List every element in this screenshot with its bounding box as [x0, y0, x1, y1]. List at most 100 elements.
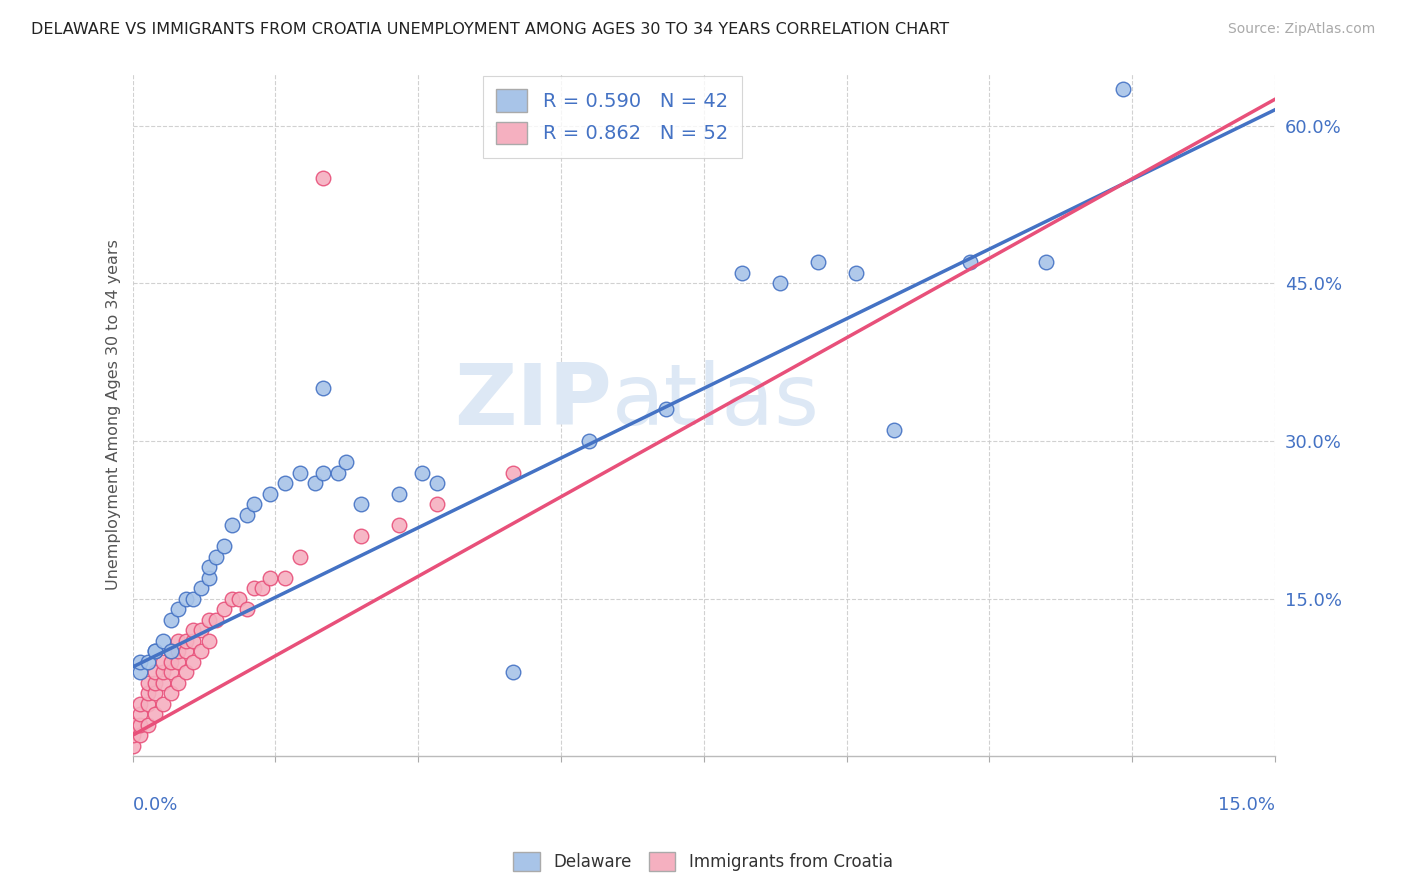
Point — [121, 728, 143, 742]
Point — [159, 686, 181, 700]
Point — [205, 613, 228, 627]
Point — [205, 549, 228, 564]
Point — [197, 613, 219, 627]
Point — [121, 739, 143, 753]
Point — [159, 613, 181, 627]
Point — [143, 665, 166, 680]
Point — [578, 434, 600, 448]
Point — [212, 539, 235, 553]
Point — [959, 255, 981, 269]
Point — [883, 424, 905, 438]
Y-axis label: Unemployment Among Ages 30 to 34 years: Unemployment Among Ages 30 to 34 years — [107, 239, 121, 591]
Point — [388, 486, 411, 500]
Point — [807, 255, 830, 269]
Point — [152, 665, 174, 680]
Point — [312, 466, 335, 480]
Point — [167, 633, 190, 648]
Point — [183, 624, 205, 638]
Point — [136, 686, 159, 700]
Point — [388, 518, 411, 533]
Point — [502, 466, 524, 480]
Point — [274, 476, 297, 491]
Point — [121, 718, 143, 732]
Point — [243, 581, 266, 595]
Point — [243, 497, 266, 511]
Point — [212, 602, 235, 616]
Point — [288, 466, 311, 480]
Point — [326, 466, 349, 480]
Point — [174, 591, 197, 606]
Point — [1111, 81, 1133, 95]
Point — [152, 655, 174, 669]
Point — [312, 171, 335, 186]
Point — [221, 518, 243, 533]
Point — [159, 655, 181, 669]
Point — [136, 697, 159, 711]
Point — [654, 402, 676, 417]
Point — [274, 571, 297, 585]
Point — [250, 581, 273, 595]
Point — [731, 266, 754, 280]
Point — [152, 675, 174, 690]
Point — [129, 728, 152, 742]
Point — [129, 655, 152, 669]
Point — [197, 571, 219, 585]
Point — [426, 476, 449, 491]
Text: DELAWARE VS IMMIGRANTS FROM CROATIA UNEMPLOYMENT AMONG AGES 30 TO 34 YEARS CORRE: DELAWARE VS IMMIGRANTS FROM CROATIA UNEM… — [31, 22, 949, 37]
Point — [183, 633, 205, 648]
Point — [167, 675, 190, 690]
Point — [304, 476, 326, 491]
Text: atlas: atlas — [613, 359, 820, 442]
Point — [235, 508, 257, 522]
Point — [167, 602, 190, 616]
Point — [350, 497, 373, 511]
Point — [174, 644, 197, 658]
Point — [228, 591, 250, 606]
Point — [845, 266, 868, 280]
Point — [143, 675, 166, 690]
Legend: R = 0.590   N = 42, R = 0.862   N = 52: R = 0.590 N = 42, R = 0.862 N = 52 — [482, 76, 742, 158]
Point — [159, 644, 181, 658]
Legend: Delaware, Immigrants from Croatia: Delaware, Immigrants from Croatia — [505, 843, 901, 880]
Point — [190, 644, 212, 658]
Point — [502, 665, 524, 680]
Point — [426, 497, 449, 511]
Point — [221, 591, 243, 606]
Point — [143, 644, 166, 658]
Point — [174, 665, 197, 680]
Point — [152, 697, 174, 711]
Point — [259, 571, 281, 585]
Text: Source: ZipAtlas.com: Source: ZipAtlas.com — [1227, 22, 1375, 37]
Point — [129, 718, 152, 732]
Point — [190, 624, 212, 638]
Point — [1035, 255, 1057, 269]
Point — [312, 381, 335, 395]
Point — [167, 644, 190, 658]
Point — [136, 675, 159, 690]
Point — [350, 528, 373, 542]
Point — [335, 455, 357, 469]
Point — [183, 591, 205, 606]
Point — [143, 686, 166, 700]
Text: ZIP: ZIP — [454, 359, 613, 442]
Point — [159, 644, 181, 658]
Point — [136, 655, 159, 669]
Point — [152, 633, 174, 648]
Text: 0.0%: 0.0% — [132, 797, 179, 814]
Point — [769, 277, 792, 291]
Point — [288, 549, 311, 564]
Point — [136, 718, 159, 732]
Text: 15.0%: 15.0% — [1218, 797, 1275, 814]
Point — [197, 560, 219, 574]
Point — [143, 644, 166, 658]
Point — [190, 581, 212, 595]
Point — [159, 665, 181, 680]
Point — [183, 655, 205, 669]
Point — [143, 707, 166, 722]
Point — [174, 633, 197, 648]
Point — [129, 665, 152, 680]
Point — [411, 466, 433, 480]
Point — [129, 707, 152, 722]
Point — [129, 697, 152, 711]
Point — [197, 633, 219, 648]
